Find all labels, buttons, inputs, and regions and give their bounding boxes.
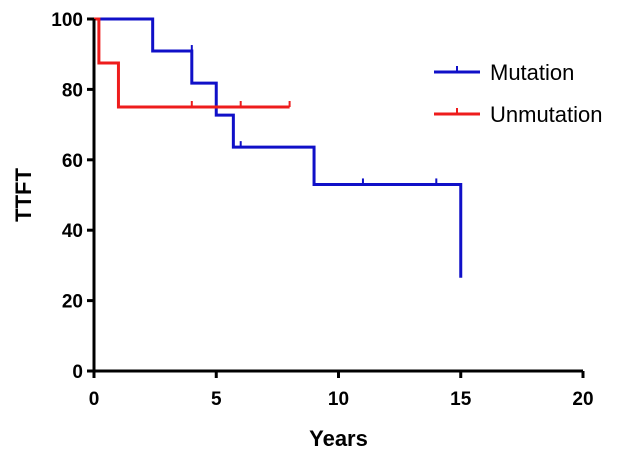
y-axis: 0 20 40 60 80 100 <box>51 10 96 383</box>
legend-label-mutation: Mutation <box>490 60 574 85</box>
mutation-survival-line <box>94 17 463 278</box>
x-axis: 0 5 10 15 20 <box>89 369 594 410</box>
y-tick-label: 80 <box>62 80 83 101</box>
y-axis-title: TTFT <box>11 168 36 222</box>
y-tick-label: 60 <box>62 151 83 172</box>
x-tick-label: 5 <box>211 389 222 410</box>
x-tick-label: 0 <box>89 389 100 410</box>
x-tick-label: 10 <box>328 389 349 410</box>
y-tick-label: 0 <box>72 362 83 383</box>
x-tick-label: 20 <box>572 389 593 410</box>
y-tick-label: 100 <box>51 10 83 31</box>
x-axis-title: Years <box>309 426 368 451</box>
legend: Mutation Unmutation <box>434 60 603 127</box>
y-tick-label: 20 <box>62 292 83 313</box>
y-tick-label: 40 <box>62 221 83 242</box>
unmutation-survival-line <box>94 17 290 109</box>
plot-area <box>94 17 463 278</box>
x-tick-label: 15 <box>450 389 472 410</box>
legend-label-unmutation: Unmutation <box>490 102 603 127</box>
